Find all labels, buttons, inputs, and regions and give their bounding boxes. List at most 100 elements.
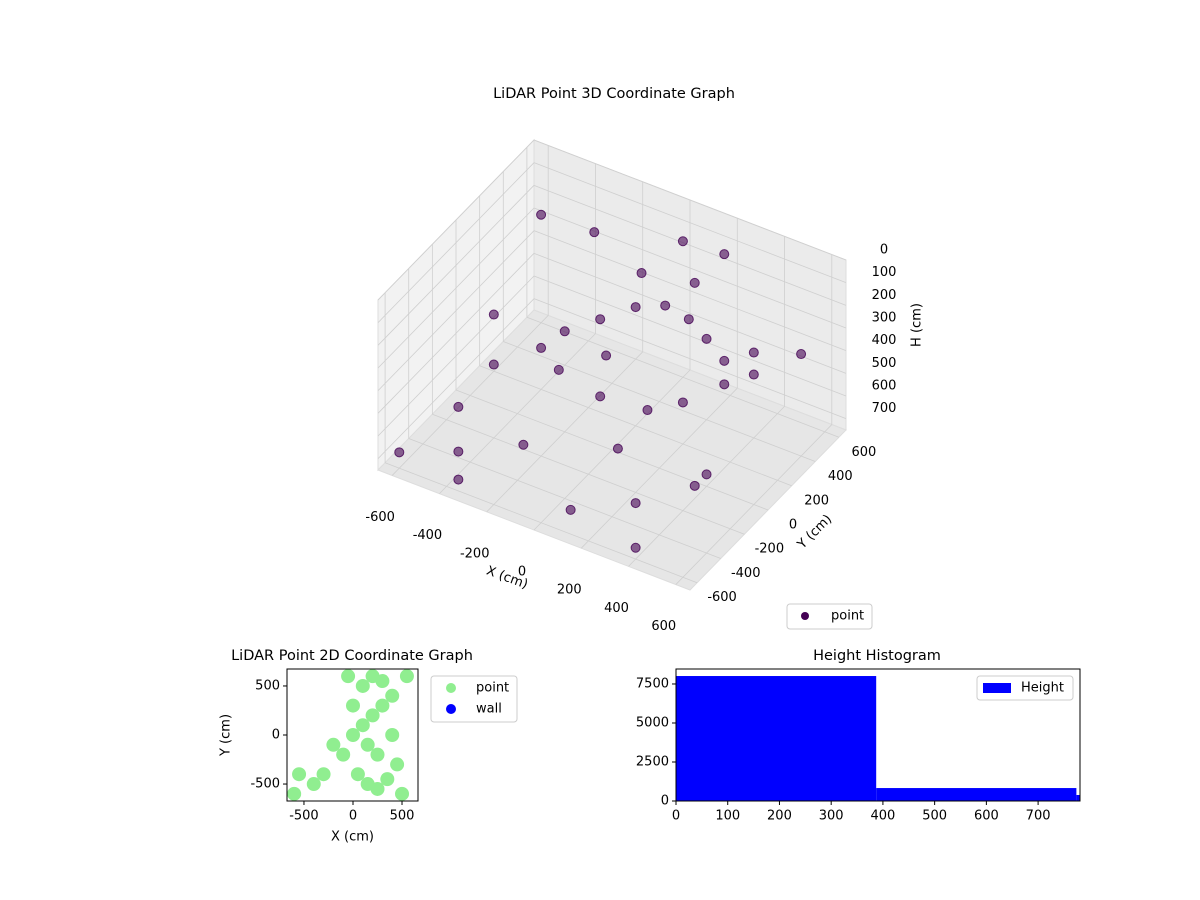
point [612,443,623,454]
x-tick-label: 500 [390,809,415,824]
point [370,781,385,796]
point [306,777,321,792]
grid-line [432,413,745,535]
point [660,300,671,311]
point [553,364,564,375]
grid-line [533,139,847,261]
grid-line [503,341,816,462]
point [630,302,641,313]
point [375,674,390,689]
grid-line [533,230,847,352]
point [689,480,700,491]
point [453,401,464,412]
y-tick-label: -500 [250,777,280,792]
grid-line [533,207,847,329]
y-tick-label: 600 [851,445,876,460]
x-tick-label: 400 [871,809,896,824]
chart-title: LiDAR Point 3D Coordinate Graph [493,86,735,102]
point [370,747,385,762]
point [536,342,547,353]
point [536,209,547,220]
point [316,767,331,782]
legend-label: point [831,609,864,624]
point [589,227,600,238]
legend-box [976,675,1074,701]
point [390,757,405,772]
point [719,379,730,390]
z-axis-label: H (cm) [910,303,925,347]
point [601,350,612,361]
point [595,391,606,402]
point [559,326,570,337]
point [642,405,653,416]
point [385,728,400,742]
grid-line [377,207,535,369]
point [565,504,576,515]
bar [876,788,1077,801]
chart-title: Height Histogram [813,648,941,664]
grid-line [377,185,535,346]
grid-line [408,438,721,559]
point [748,369,759,380]
point [630,542,641,553]
point [394,447,405,458]
x-tick-label: 0 [672,809,680,824]
x-axis-label: X (cm) [331,830,374,845]
point [636,268,647,279]
point [630,498,641,509]
chart-title: LiDAR Point 2D Coordinate Graph [231,648,473,664]
z-tick-label: 0 [880,243,888,258]
point [701,333,712,344]
point [360,737,375,752]
grid-line [533,252,847,374]
x-tick-label: -200 [460,546,490,561]
legend-swatch [983,683,1011,693]
point [796,349,807,360]
point [355,718,370,733]
point [453,474,464,485]
point [395,786,410,801]
point [677,236,688,247]
x-tick-label: 500 [922,809,947,824]
y-axis-label: Y (cm) [794,512,835,553]
grid-line [377,139,535,301]
grid-line [384,462,698,584]
point [345,698,360,713]
point [453,446,464,457]
y-tick-label: 200 [804,493,829,508]
bar [1076,794,1080,801]
z-tick-label: 200 [872,288,897,303]
point [326,737,341,752]
x-tick-label: 300 [819,809,844,824]
x-tick-label: 400 [604,601,629,616]
legend-marker [801,612,809,620]
point [287,786,302,801]
x-tick-label: 600 [974,809,999,824]
point [677,397,688,408]
x-tick-label: -500 [289,809,319,824]
legend-box [786,603,873,630]
point [683,314,694,325]
z-tick-label: 100 [872,265,897,280]
legend-label: Height [1021,681,1064,696]
y-axis-label: Y (cm) [219,714,234,757]
y-tick-label: -600 [707,590,737,605]
bar [676,676,877,801]
point [355,678,370,693]
x-tick-label: 200 [767,809,792,824]
x-tick-label: 700 [1026,809,1051,824]
grid-line [377,162,535,323]
y-tick-label: -200 [755,542,785,557]
grid-line [377,298,535,459]
point [292,767,307,782]
axes-frame [675,668,1081,802]
y-tick-label: -400 [731,566,761,581]
point [719,355,730,366]
y-tick-label: 0 [789,518,797,533]
grid-line [533,184,847,306]
y-tick-label: 7500 [636,676,669,691]
legend-marker [446,683,456,693]
grid-line [479,365,792,487]
point [518,439,529,450]
grid-line [377,230,535,391]
